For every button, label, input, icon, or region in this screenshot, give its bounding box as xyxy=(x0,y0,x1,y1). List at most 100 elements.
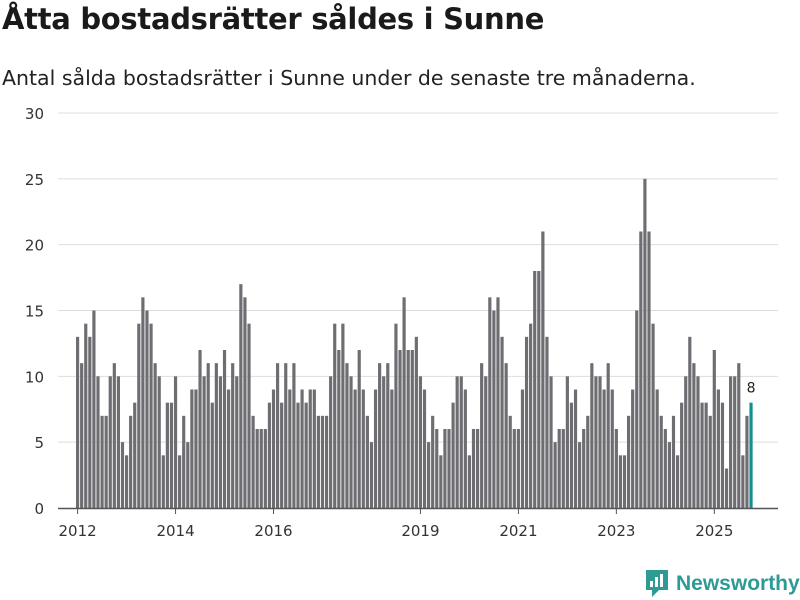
y-tick-label: 0 xyxy=(34,500,44,518)
bar xyxy=(578,442,582,508)
bar xyxy=(108,376,112,508)
bar xyxy=(288,389,292,508)
bar xyxy=(565,376,569,508)
bar xyxy=(333,323,337,508)
bar xyxy=(467,455,472,508)
bar xyxy=(357,350,361,508)
bar xyxy=(435,429,439,508)
bar xyxy=(590,363,594,508)
bar xyxy=(76,336,80,508)
bar xyxy=(447,429,451,508)
bar xyxy=(157,376,161,508)
bar xyxy=(104,415,108,508)
bar xyxy=(667,442,671,508)
bar xyxy=(480,363,484,508)
bar xyxy=(373,389,378,508)
bar xyxy=(520,389,525,508)
bar xyxy=(475,429,480,508)
bar xyxy=(573,389,578,508)
x-tick-label: 2019 xyxy=(401,522,439,540)
bar xyxy=(186,442,190,508)
bar xyxy=(745,415,749,508)
bar xyxy=(345,363,349,508)
bar xyxy=(427,442,431,508)
y-tick-label: 10 xyxy=(25,368,44,386)
bar xyxy=(129,415,133,508)
bar xyxy=(680,402,684,508)
bar-highlight xyxy=(749,402,753,508)
bar xyxy=(202,376,206,508)
bar xyxy=(308,389,312,508)
bar xyxy=(700,402,704,508)
bar xyxy=(610,389,614,508)
bar xyxy=(390,389,394,508)
bar xyxy=(439,455,443,508)
bar xyxy=(492,310,496,508)
bar xyxy=(173,376,178,508)
bar xyxy=(386,363,390,508)
bar xyxy=(259,429,263,508)
newsworthy-brand[interactable]: Newsworthy xyxy=(646,570,800,598)
x-tick-label: 2021 xyxy=(499,522,537,540)
bar xyxy=(549,376,553,508)
bar xyxy=(602,389,606,508)
bar xyxy=(729,376,733,508)
bar xyxy=(422,389,427,508)
bar xyxy=(606,363,610,508)
bar xyxy=(92,310,96,508)
bar xyxy=(337,350,341,508)
bar xyxy=(524,336,529,508)
bar xyxy=(255,429,259,508)
bar xyxy=(141,297,145,508)
bar xyxy=(618,455,623,508)
bar xyxy=(541,231,545,508)
bar xyxy=(639,231,643,508)
bar xyxy=(304,402,308,508)
bar xyxy=(459,376,463,508)
bar xyxy=(586,415,590,508)
bar xyxy=(724,468,729,508)
bar xyxy=(496,297,500,508)
bar xyxy=(553,442,557,508)
bar xyxy=(349,376,353,508)
bar xyxy=(190,389,194,508)
bar xyxy=(341,323,345,508)
y-tick-label: 25 xyxy=(25,171,44,189)
bar xyxy=(271,389,276,508)
bar xyxy=(206,363,210,508)
bar xyxy=(320,415,325,508)
bar xyxy=(716,389,720,508)
bar xyxy=(382,376,386,508)
bar xyxy=(671,415,676,508)
bar xyxy=(210,402,214,508)
bar xyxy=(284,363,288,508)
bar xyxy=(178,455,182,508)
bar xyxy=(431,415,435,508)
bar xyxy=(733,376,737,508)
bar xyxy=(704,402,708,508)
bar xyxy=(353,389,357,508)
x-tick-label: 2012 xyxy=(58,522,96,540)
bar xyxy=(394,323,398,508)
bar xyxy=(741,455,745,508)
bar xyxy=(712,350,716,508)
bar xyxy=(569,402,574,508)
bar xyxy=(222,350,227,508)
bar xyxy=(137,323,141,508)
bar xyxy=(280,402,284,508)
bar xyxy=(659,415,663,508)
bar xyxy=(124,455,129,508)
bar xyxy=(263,429,267,508)
newsworthy-logo-icon xyxy=(646,570,668,597)
bar xyxy=(112,363,116,508)
chart-title: Åtta bostadsrätter såldes i Sunne xyxy=(2,2,545,36)
bar xyxy=(631,389,635,508)
bar xyxy=(361,389,365,508)
bar xyxy=(80,363,84,508)
bar xyxy=(182,415,186,508)
bar xyxy=(545,336,549,508)
bar xyxy=(582,429,586,508)
bar xyxy=(145,310,149,508)
bar xyxy=(161,455,165,508)
